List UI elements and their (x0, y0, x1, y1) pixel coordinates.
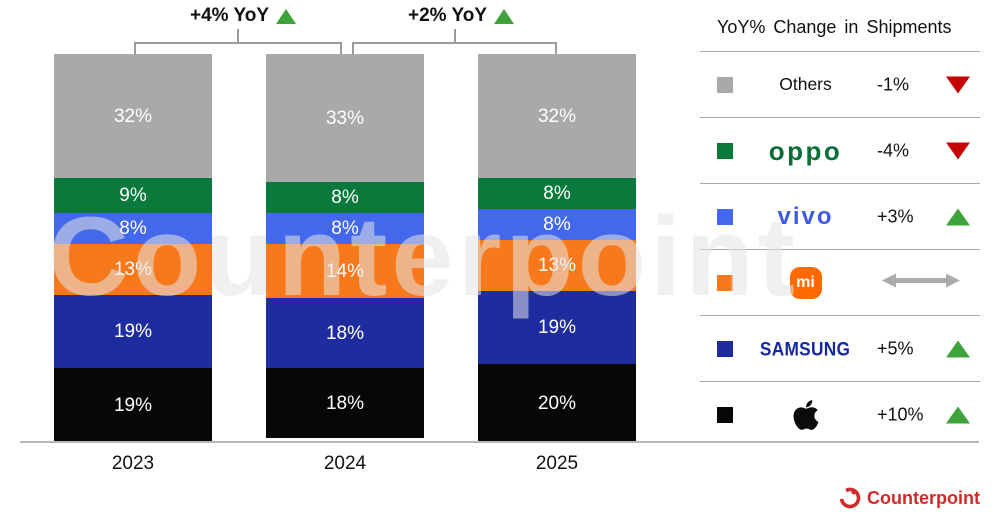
segment-value-label: 33% (325, 107, 365, 129)
trend-up-icon (946, 340, 970, 357)
vivo-logo: vivo (777, 202, 834, 230)
trend-flat-icon (882, 271, 960, 294)
segment-samsung: 19% (54, 294, 212, 369)
yoy-annotation-2024-2025: +2% YoY (376, 5, 546, 27)
oppo-change-value: -4% (877, 140, 910, 160)
segment-oppo: 8% (478, 178, 636, 210)
segment-value-label: 8% (119, 218, 147, 240)
yoy-annotation-label: +4% YoY (189, 5, 270, 26)
segment-xiaomi: 14% (266, 244, 424, 299)
segment-value-label: 19% (537, 317, 577, 339)
counterpoint-brand-label: Counterpoint (867, 487, 980, 508)
vivo-swatch (717, 208, 733, 225)
segment-vivo: 8% (266, 213, 424, 245)
apple-swatch (717, 406, 733, 423)
segment-oppo: 9% (54, 178, 212, 214)
trend-up-icon (276, 8, 297, 24)
others-swatch (717, 76, 733, 93)
stacked-bar-2023: 32% 9% 8% 13% 19% 19% (54, 54, 212, 442)
segment-value-label: 32% (537, 105, 577, 127)
trend-up-icon (946, 406, 970, 423)
segment-value-label: 8% (331, 187, 359, 209)
stacked-bar-2025: 32% 8% 8% 13% 19% 20% (478, 54, 636, 442)
legend-row-samsung: SAMSUNG +5% (700, 315, 980, 381)
legend-row-apple: +10% (700, 381, 980, 447)
segment-oppo: 8% (266, 182, 424, 214)
samsung-swatch (717, 340, 733, 357)
x-axis-line (20, 441, 979, 443)
segment-value-label: 20% (537, 392, 577, 414)
trend-up-icon (946, 208, 970, 225)
segment-apple: 19% (54, 368, 212, 442)
legend-row-oppo: oppo -4% (700, 117, 980, 183)
legend-row-xiaomi: mi (700, 249, 980, 315)
oppo-logo: oppo (768, 135, 843, 166)
segment-apple: 20% (478, 364, 636, 442)
segment-value-label: 19% (113, 394, 153, 416)
segment-xiaomi: 13% (54, 244, 212, 295)
segment-samsung: 19% (478, 290, 636, 365)
segment-value-label: 13% (537, 254, 577, 276)
legend-row-others: Others -1% (700, 51, 980, 117)
segment-others: 32% (478, 54, 636, 179)
others-label: Others (779, 74, 832, 94)
segment-others: 33% (266, 54, 424, 183)
x-axis-label-2023: 2023 (111, 453, 155, 474)
legend-panel: YoY% Change in Shipments Others -1% oppo… (700, 0, 980, 442)
trend-up-icon (494, 8, 515, 24)
oppo-swatch (717, 142, 733, 159)
segment-value-label: 9% (119, 185, 147, 207)
segment-value-label: 8% (543, 183, 571, 205)
trend-down-icon (946, 142, 970, 159)
x-axis-label-2025: 2025 (535, 453, 579, 474)
legend-row-vivo: vivo +3% (700, 183, 980, 249)
segment-others: 32% (54, 54, 212, 179)
segment-value-label: 18% (325, 392, 365, 414)
yoy-annotation-label: +2% YoY (407, 5, 488, 26)
segment-value-label: 18% (325, 322, 365, 344)
segment-value-label: 8% (331, 218, 359, 240)
trend-down-icon (946, 76, 970, 93)
others-change-value: -1% (877, 74, 910, 94)
apple-logo-icon (738, 382, 873, 447)
segment-samsung: 18% (266, 298, 424, 369)
samsung-change-value: +5% (877, 338, 914, 358)
legend-title: YoY% Change in Shipments (717, 17, 952, 37)
counterpoint-logo-icon (839, 487, 861, 509)
x-axis-label-2024: 2024 (323, 453, 367, 474)
vivo-change-value: +3% (877, 206, 914, 226)
segment-value-label: 14% (325, 260, 365, 282)
yoy-annotation-2023-2024: +4% YoY (158, 5, 328, 27)
segment-value-label: 8% (543, 214, 571, 236)
segment-xiaomi: 13% (478, 240, 636, 291)
xiaomi-swatch (717, 274, 733, 291)
segment-value-label: 19% (113, 320, 153, 342)
segment-apple: 18% (266, 368, 424, 439)
xiaomi-mi-logo: mi (789, 266, 822, 299)
segment-value-label: 32% (113, 105, 153, 127)
segment-value-label: 13% (113, 258, 153, 280)
segment-vivo: 8% (54, 213, 212, 245)
segment-vivo: 8% (478, 209, 636, 241)
samsung-logo: SAMSUNG (760, 337, 851, 360)
counterpoint-brand: Counterpoint (839, 487, 980, 509)
apple-change-value: +10% (877, 404, 924, 424)
stacked-bar-2024: 33% 8% 8% 14% 18% 18% (266, 54, 424, 442)
